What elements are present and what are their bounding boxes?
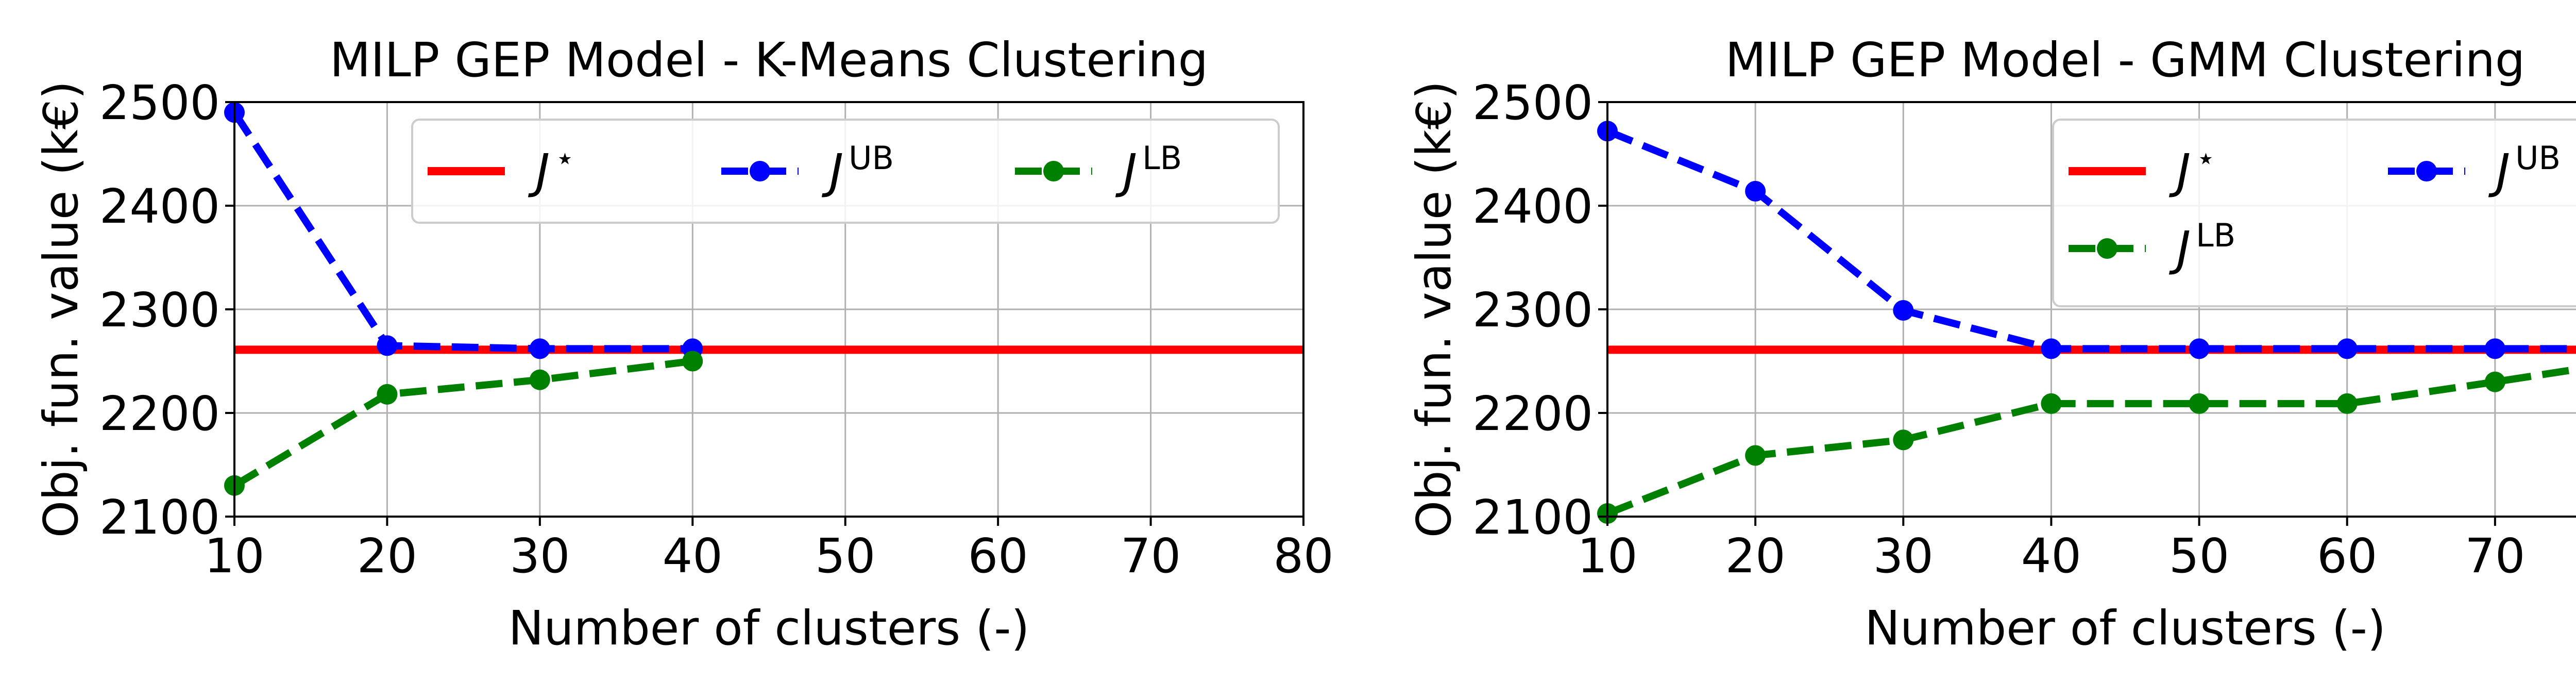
legend-box: [2052, 119, 2576, 307]
data-point: [529, 369, 550, 390]
x-tick-label: 70: [2465, 528, 2525, 584]
y-tick-label: 2200: [99, 386, 220, 441]
legend-marker: [2097, 238, 2117, 259]
legend-marker: [2416, 161, 2437, 181]
x-tick-label: 40: [2021, 528, 2081, 584]
x-tick-label: 60: [968, 528, 1028, 584]
data-point: [2336, 393, 2358, 414]
legend-label-superscript: ⋆: [2196, 139, 2216, 177]
legend-marker: [1043, 161, 1064, 181]
series-line-lb: [232, 357, 693, 489]
chart-2: 102030405060708021002200230024002500MILP…: [1406, 32, 2576, 656]
y-tick-label: 2500: [1472, 75, 1593, 130]
x-tick-label: 20: [1725, 528, 1786, 584]
legend-box: [411, 119, 1280, 224]
data-point: [1745, 180, 1766, 202]
x-tick-label: 60: [2317, 528, 2377, 584]
data-point: [529, 338, 550, 359]
y-tick-label: 2500: [99, 75, 220, 130]
x-tick-label: 20: [357, 528, 417, 584]
chart-title: MILP GEP Model - K-Means Clustering: [330, 32, 1208, 88]
x-axis-label: Number of clusters (-): [509, 601, 1030, 656]
y-tick-label: 2100: [99, 490, 220, 545]
data-point: [2189, 338, 2210, 359]
x-tick-label: 50: [815, 528, 875, 584]
data-point: [1893, 300, 1914, 321]
y-tick-label: 2400: [1472, 179, 1593, 234]
x-tick-label: 70: [1121, 528, 1181, 584]
x-tick-label: 40: [663, 528, 723, 584]
y-tick-label: 2400: [99, 179, 220, 234]
data-point: [2041, 338, 2062, 359]
x-tick-label: 30: [1873, 528, 1934, 584]
x-axis-label: Number of clusters (-): [1865, 601, 2386, 656]
y-axis-label: Obj. fun. value (k€): [1406, 81, 1462, 538]
y-tick-label: 2100: [1472, 490, 1593, 545]
y-tick-label: 2300: [99, 283, 220, 338]
series-line-ub: [231, 110, 693, 353]
legend-label-superscript: UB: [2515, 139, 2561, 177]
legend-label-superscript: ⋆: [555, 139, 575, 177]
legend-label-superscript: LB: [2196, 217, 2235, 254]
data-point: [682, 351, 703, 372]
x-tick-label: 50: [2169, 528, 2229, 584]
legend-label-superscript: LB: [1142, 139, 1182, 177]
data-point: [2336, 338, 2358, 359]
data-point: [2189, 393, 2210, 414]
data-point: [377, 335, 398, 356]
series-line-lb: [1606, 366, 2576, 517]
data-point: [377, 384, 398, 405]
x-tick-label: 10: [204, 528, 264, 584]
y-tick-label: 2200: [1472, 386, 1593, 441]
x-tick-label: 10: [1577, 528, 1637, 584]
chart-title: MILP GEP Model - GMM Clustering: [1725, 32, 2526, 88]
series-line-ub: [1606, 127, 2576, 353]
legend-label-superscript: UB: [849, 139, 894, 177]
data-point: [1893, 429, 1914, 451]
chart-1: 10 20 30 40 50 60 70 80 2100 2200 2300 2400 2500 MILP…: [33, 32, 1334, 656]
data-point: [2484, 371, 2505, 392]
legend-marker: [750, 161, 770, 181]
x-tick-label: 80: [1273, 528, 1333, 584]
data-point: [2041, 393, 2062, 414]
data-point: [1745, 445, 1766, 466]
data-point: [2484, 338, 2505, 359]
y-axis-label: Obj. fun. value (k€): [33, 81, 89, 538]
x-tick-label: 30: [510, 528, 570, 584]
y-tick-label: 2300: [1472, 283, 1593, 338]
